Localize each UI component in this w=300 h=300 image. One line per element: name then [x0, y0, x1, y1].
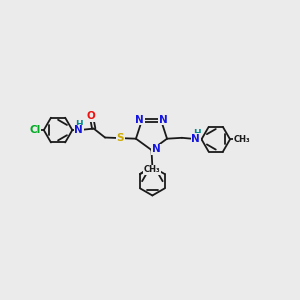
Text: N: N [152, 144, 160, 154]
Text: CH₃: CH₃ [234, 135, 250, 144]
Text: CH₃: CH₃ [144, 165, 160, 174]
Text: N: N [74, 125, 83, 135]
Text: N: N [191, 134, 200, 144]
Text: N: N [159, 115, 168, 124]
Text: N: N [135, 115, 144, 124]
Text: S: S [117, 133, 124, 143]
Text: H: H [193, 129, 200, 138]
Text: Cl: Cl [29, 125, 40, 135]
Text: H: H [75, 120, 83, 129]
Text: O: O [87, 111, 96, 121]
